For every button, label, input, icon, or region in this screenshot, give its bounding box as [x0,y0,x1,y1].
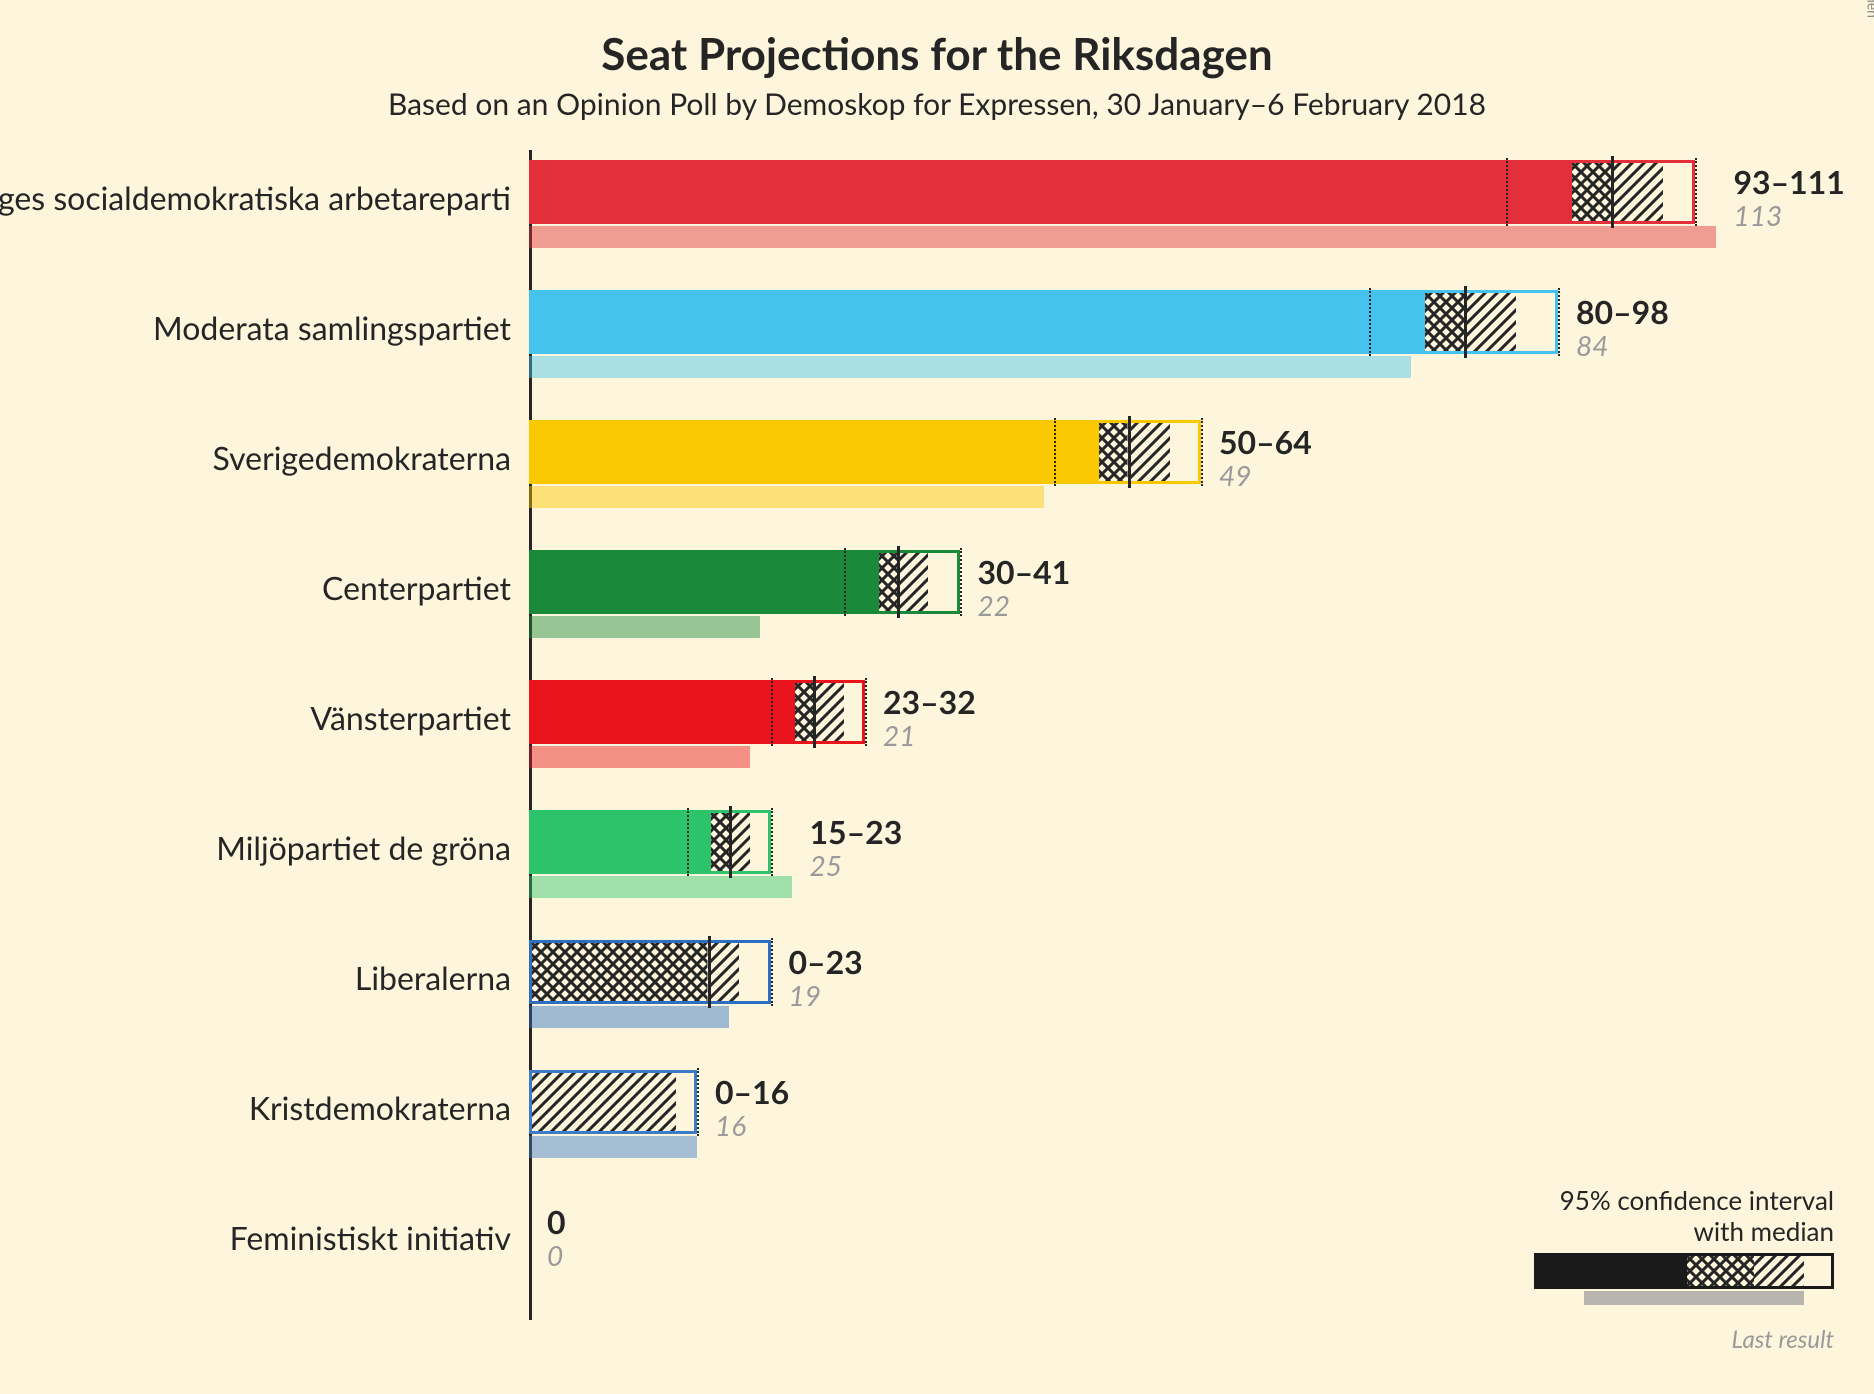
tick-line [1695,158,1697,226]
chart-subtitle: Based on an Opinion Poll by Demoskop for… [0,86,1874,122]
value-last: 19 [789,978,821,1012]
party-label: Miljöpartiet de gröna [216,828,529,867]
party-row: Moderata samlingspartiet 80–9884 [0,280,1874,410]
bar-solid [529,160,1569,224]
tick-line [1506,158,1508,226]
last-result-bar [529,876,792,898]
legend-last-bar [1584,1291,1804,1305]
tick-line [771,808,773,876]
legend-title-line1: 95% confidence interval [1560,1184,1834,1216]
last-result-bar [529,746,750,768]
median-tick [1464,286,1467,358]
bar-solid [529,290,1422,354]
last-result-bar [529,486,1044,508]
tick-line [960,548,962,616]
party-row: Sverigedemokraterna 50–6449 [0,410,1874,540]
value-last: 16 [715,1108,746,1142]
value-last: 113 [1734,198,1783,232]
tick-line [1201,418,1203,486]
bar-outline [1569,160,1695,224]
median-tick [813,676,816,748]
median-tick [729,806,732,878]
median-tick [1611,156,1614,228]
bar-outline [529,1070,697,1134]
value-last: 0 [547,1238,563,1272]
bar-outline [529,940,771,1004]
party-label: Liberalerna [355,958,529,997]
party-label: Sveriges socialdemokratiska arbetarepart… [0,178,529,217]
party-row: Kristdemokraterna 0–1616 [0,1060,1874,1190]
median-tick [1128,416,1131,488]
last-result-bar [529,356,1411,378]
tick-line [844,548,846,616]
bar-solid [529,810,708,874]
party-label: Kristdemokraterna [249,1088,529,1127]
bar-outline [1096,420,1201,484]
party-label: Centerpartiet [322,568,529,607]
party-row: Sveriges socialdemokratiska arbetarepart… [0,150,1874,280]
bar-solid [529,550,876,614]
bar-solid [529,420,1096,484]
chart-title: Seat Projections for the Riksdagen [0,0,1874,80]
value-range: 0–16 [715,1072,789,1111]
value-range: 15–23 [810,812,903,851]
median-tick [708,936,711,1008]
legend-title: 95% confidence interval with median [1474,1185,1834,1247]
party-label: Sverigedemokraterna [213,438,529,477]
value-range: 80–98 [1576,292,1669,331]
tick-line [1369,288,1371,356]
tick-line [865,678,867,746]
chart-area: Sveriges socialdemokratiska arbetarepart… [0,150,1874,1350]
party-row: Vänsterpartiet 23–3221 [0,670,1874,800]
copyright-label: © 2018 Filip van Laenen [1864,0,1874,18]
legend-bar-outline [1684,1253,1834,1289]
legend-last-label: Last result [1474,1325,1834,1354]
tick-line [697,1068,699,1136]
value-range: 30–41 [978,552,1071,591]
last-result-bar [529,1006,729,1028]
legend-bars [1474,1253,1834,1323]
value-last: 49 [1219,458,1251,492]
value-last: 25 [810,848,842,882]
party-label: Vänsterpartiet [310,698,529,737]
median-tick [897,546,900,618]
value-range: 50–64 [1219,422,1312,461]
party-row: Centerpartiet 30–4122 [0,540,1874,670]
party-label: Feministiskt initiativ [230,1218,529,1257]
tick-line [771,938,773,1006]
legend: 95% confidence interval with median Last… [1474,1185,1834,1354]
last-result-bar [529,1136,697,1158]
bar-outline [876,550,960,614]
tick-line [1558,288,1560,356]
value-last: 22 [978,588,1010,622]
party-row: Miljöpartiet de gröna 15–2325 [0,800,1874,930]
bar-outline [708,810,771,874]
value-last: 84 [1576,328,1608,362]
tick-line [687,808,689,876]
value-range: 93–111 [1734,162,1845,201]
bar-outline [1422,290,1559,354]
last-result-bar [529,616,760,638]
value-range: 23–32 [883,682,976,721]
bar-solid [529,680,792,744]
legend-title-line2: with median [1694,1215,1835,1247]
party-row: Liberalerna 0–2319 [0,930,1874,1060]
value-range: 0–23 [789,942,863,981]
legend-bar-solid [1534,1253,1684,1289]
tick-line [771,678,773,746]
party-label: Moderata samlingspartiet [153,308,529,347]
bar-outline [792,680,866,744]
tick-line [1054,418,1056,486]
value-range: 0 [547,1202,566,1241]
value-last: 21 [883,718,915,752]
last-result-bar [529,226,1716,248]
